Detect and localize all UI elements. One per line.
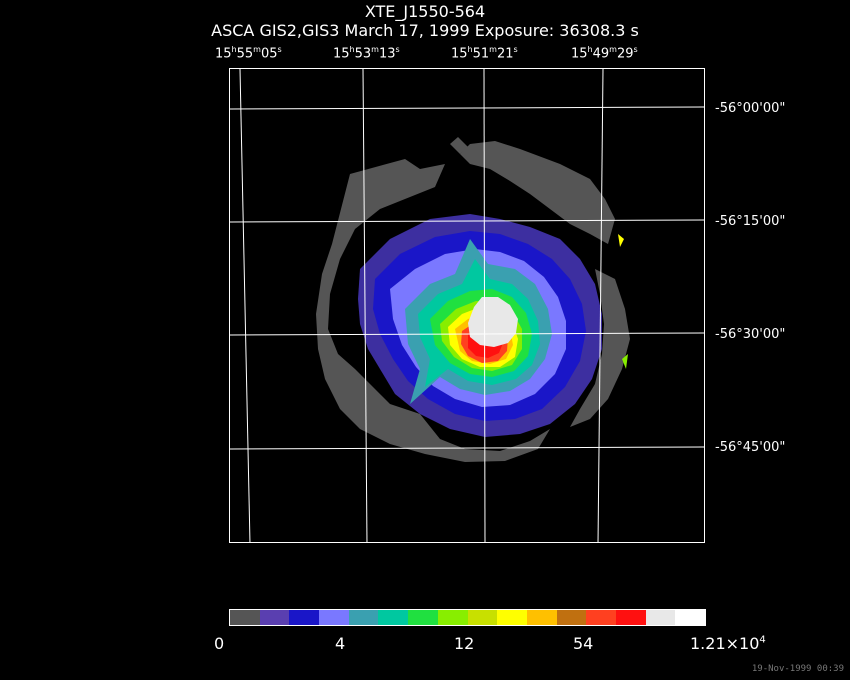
colorbar-swatch (467, 610, 498, 625)
colorbar-swatch (259, 610, 290, 625)
colorbar-swatch (497, 610, 527, 625)
colorbar-swatch (408, 610, 438, 625)
image-title: XTE_J1550-564 (364, 2, 486, 21)
dec-label-2: -56°15'00" (715, 214, 786, 229)
colorbar-swatch (378, 610, 409, 625)
colorbar-tick-12: 12 (454, 634, 475, 653)
timestamp: 19-Nov-1999 00:39 (751, 664, 844, 674)
ra-label-2: 15h53m13s (333, 45, 400, 62)
dec-label-1: -56°00'00" (715, 101, 786, 116)
colorbar-tick-4: 4 (335, 634, 346, 653)
colorbar-swatch (556, 610, 587, 625)
ra-label-1: 15h55m05s (215, 45, 282, 62)
colorbar-swatch (526, 610, 557, 625)
colorbar-swatch (615, 610, 646, 625)
colorbar-swatch (319, 610, 349, 625)
colorbar-tick-max: 1.21×104 (690, 634, 766, 653)
colorbar-swatch (675, 610, 705, 625)
colorbar-swatch (230, 610, 260, 625)
colorbar-tick-54: 54 (573, 634, 594, 653)
colorbar-swatch (437, 610, 468, 625)
colorbar-tick-0: 0 (214, 634, 225, 653)
colorbar (229, 609, 706, 626)
ra-label-4: 15h49m29s (571, 45, 638, 62)
dec-label-3: -56°30'00" (715, 327, 786, 342)
colorbar-swatch (586, 610, 616, 625)
colorbar-swatch (289, 610, 320, 625)
colorbar-swatch (348, 610, 379, 625)
ra-label-3: 15h51m21s (451, 45, 518, 62)
xray-intensity-map (230, 69, 704, 542)
dec-label-4: -56°45'00" (715, 440, 786, 455)
xray-image-frame (229, 68, 705, 543)
colorbar-swatch (645, 610, 676, 625)
image-subtitle: ASCA GIS2,GIS3 March 17, 1999 Exposure: … (211, 21, 639, 40)
